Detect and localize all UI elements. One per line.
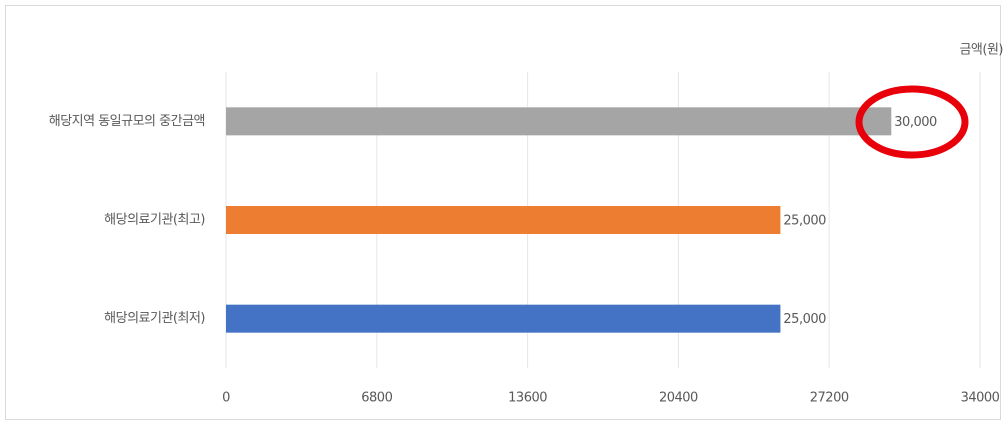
- x-tick-label: 13600: [508, 391, 547, 406]
- bar: [226, 107, 892, 136]
- x-tick-label: 0: [222, 391, 230, 406]
- bar: [226, 206, 781, 234]
- plot-area: 0 6800 13600 20400 27200 34000 해당지역 동일규모의 중간금액…: [49, 72, 1000, 406]
- y-tick-label: 해당의료기관(최저): [104, 311, 205, 326]
- y-tick-label: 해당지역 동일규모의 중간금액: [49, 114, 205, 129]
- x-tick-label: 6800: [361, 391, 392, 406]
- axis-label: 금액(원): [959, 43, 1003, 58]
- value-label: 30,000: [894, 115, 937, 130]
- y-tick-label: 해당의료기관(최고): [104, 213, 205, 228]
- value-label: 25,000: [783, 214, 826, 229]
- x-tick-label: 20400: [659, 391, 698, 406]
- bar: [226, 304, 781, 333]
- x-tick-label: 27200: [810, 391, 849, 406]
- x-tick-label: 34000: [961, 391, 1000, 406]
- highlight-circle: [855, 85, 969, 159]
- value-label: 25,000: [783, 312, 826, 327]
